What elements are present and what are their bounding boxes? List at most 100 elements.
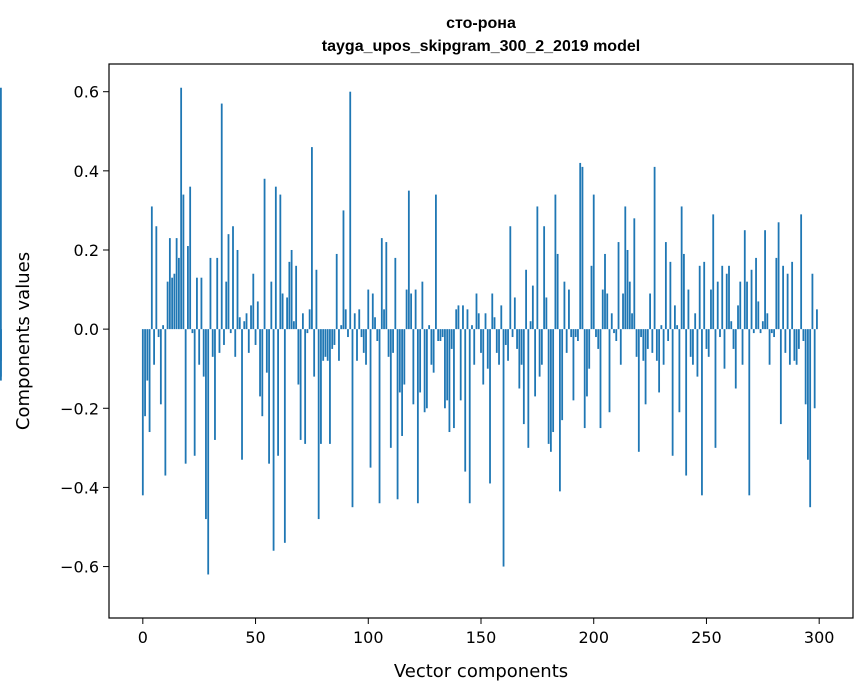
- bar-298: [813, 329, 816, 409]
- bar-69: [297, 329, 300, 385]
- bar-95: [356, 329, 358, 361]
- bar-179: [545, 297, 548, 330]
- bar-163: [509, 226, 512, 330]
- bar-79: [320, 329, 322, 444]
- bar-97: [360, 329, 363, 338]
- bar-144: [466, 309, 469, 330]
- bar-182: [552, 329, 555, 433]
- bar-275: [761, 321, 764, 330]
- bar-187: [563, 281, 566, 330]
- bar-70: [299, 329, 302, 440]
- bar-212: [619, 329, 622, 365]
- bar-295: [807, 329, 809, 460]
- bar-40: [232, 226, 234, 330]
- bar-202: [597, 329, 600, 349]
- bar-287: [788, 329, 791, 365]
- bar-134: [444, 329, 446, 409]
- x-tick-label: 300: [804, 628, 835, 647]
- bar-246: [696, 329, 699, 377]
- bar-230: [660, 325, 663, 330]
- bar-277: [766, 313, 769, 330]
- bar-185: [559, 329, 561, 492]
- bar-107: [383, 309, 385, 330]
- y-axis-label: Components values: [13, 252, 34, 430]
- bar-191: [572, 329, 575, 401]
- bar-242: [687, 289, 690, 330]
- bar-101: [369, 329, 372, 468]
- bar-132: [439, 329, 442, 341]
- bar-0: [141, 329, 144, 496]
- bar-36: [223, 329, 225, 345]
- bar-98: [362, 329, 365, 353]
- bar-49: [252, 273, 255, 330]
- bar-160: [502, 329, 505, 567]
- bar-220: [637, 329, 640, 452]
- bar-158: [498, 329, 500, 365]
- bar-177: [540, 329, 543, 365]
- bar-11: [166, 281, 169, 330]
- bar-276: [764, 230, 766, 330]
- bar-279: [770, 329, 773, 334]
- bar-4: [150, 206, 153, 330]
- bar-222: [642, 329, 645, 361]
- bar-255: [716, 281, 719, 330]
- bar-23: [193, 329, 196, 456]
- bar-239: [680, 206, 683, 330]
- bar-241: [685, 329, 688, 476]
- bar-260: [728, 265, 730, 330]
- bar-253: [712, 214, 715, 330]
- bar-142: [462, 305, 464, 330]
- bar-299: [816, 309, 818, 330]
- x-tick-label: 150: [466, 628, 497, 647]
- bar-31: [211, 329, 214, 357]
- bar-225: [649, 293, 651, 330]
- bar-208: [610, 313, 613, 330]
- bar-190: [570, 329, 573, 338]
- bar-103: [374, 317, 376, 330]
- bar-75: [311, 147, 313, 330]
- bar-68: [295, 265, 298, 330]
- bar-17: [180, 87, 183, 330]
- bar-231: [662, 329, 665, 365]
- bar-209: [613, 329, 615, 334]
- x-axis: 0 50 100 150 200 250 300: [138, 618, 835, 647]
- bar-42: [236, 249, 239, 330]
- bar-207: [608, 329, 611, 413]
- bar-154: [489, 329, 491, 484]
- bar-157: [495, 329, 498, 353]
- bar-115: [401, 329, 403, 436]
- bar-294: [804, 329, 807, 405]
- bar-161: [504, 329, 507, 345]
- bar-197: [586, 329, 588, 397]
- bar-26: [200, 277, 203, 330]
- bar-137: [450, 329, 453, 349]
- bar-28: [205, 329, 207, 520]
- bar-53: [261, 329, 264, 417]
- bar-261: [730, 321, 733, 330]
- x-tick-label: 0: [138, 628, 148, 647]
- bar-189: [568, 289, 570, 330]
- bar-273: [757, 301, 760, 330]
- bar-140: [457, 305, 460, 330]
- bar-112: [394, 257, 397, 330]
- bar-14: [173, 273, 176, 330]
- bar-10: [164, 329, 167, 476]
- bar-88: [340, 325, 343, 330]
- bar-284: [782, 265, 785, 330]
- bar-32: [214, 329, 216, 440]
- bar-120: [412, 329, 415, 405]
- bar-229: [658, 329, 661, 393]
- bar-145: [468, 329, 471, 504]
- bar-20: [187, 246, 189, 330]
- bar-195: [581, 166, 584, 330]
- bar-293: [802, 329, 805, 341]
- bar-156: [493, 317, 496, 330]
- bar-78: [317, 329, 320, 520]
- bar-217: [631, 313, 633, 330]
- bar-278: [768, 329, 771, 365]
- bar-3: [148, 329, 151, 433]
- bar-9: [162, 325, 165, 330]
- bar-210: [615, 329, 618, 341]
- bar-252: [710, 289, 712, 330]
